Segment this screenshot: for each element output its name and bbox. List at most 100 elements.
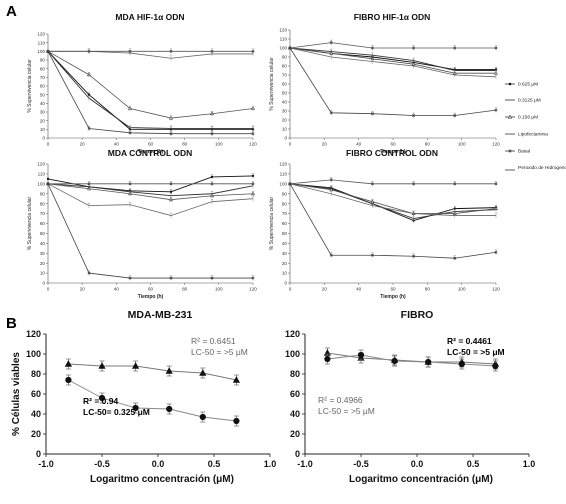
data-point bbox=[169, 115, 173, 120]
data-point bbox=[128, 191, 132, 196]
annotation-r2-upper: R² = 0.6451 bbox=[191, 336, 236, 346]
chart-title: MDA-MB-231 bbox=[128, 309, 193, 321]
series-line bbox=[47, 50, 254, 119]
data-point bbox=[494, 182, 498, 186]
x-tick-label: 100 bbox=[215, 142, 223, 147]
annotation-r2-upper: R² = 0.4461 bbox=[447, 336, 492, 346]
data-point bbox=[87, 186, 91, 191]
x-tick-label: 20 bbox=[80, 142, 86, 147]
data-point bbox=[288, 46, 292, 50]
y-axis-label: % Supervivencia celular bbox=[269, 196, 275, 250]
data-point bbox=[251, 132, 255, 136]
x-tick-label: 20 bbox=[80, 287, 86, 292]
data-point bbox=[453, 182, 456, 186]
fit-curve bbox=[68, 379, 237, 422]
legend-label: 0.3125 μM bbox=[518, 98, 541, 104]
data-point bbox=[87, 50, 91, 53]
x-axis-label: Logaritmo concentración (μM) bbox=[349, 474, 493, 485]
series-line bbox=[47, 183, 254, 201]
data-point bbox=[128, 182, 132, 186]
data-point bbox=[412, 182, 415, 186]
y-tick-label: 110 bbox=[38, 172, 46, 177]
y-tick-label: 0 bbox=[42, 136, 45, 141]
x-axis-label: Logaritmo concentración (μM) bbox=[90, 474, 234, 485]
y-tick-label: 100 bbox=[279, 181, 287, 186]
x-tick-label: 100 bbox=[215, 287, 223, 292]
panel-label-a: A bbox=[6, 3, 17, 20]
x-tick-label: 60 bbox=[148, 287, 154, 292]
y-tick-label: 120 bbox=[37, 162, 45, 167]
x-tick-label: 1.0 bbox=[264, 459, 277, 469]
y-tick-label: 30 bbox=[40, 110, 46, 115]
series-line bbox=[289, 183, 497, 214]
y-tick-label: 70 bbox=[40, 75, 46, 80]
data-point bbox=[330, 41, 333, 44]
x-tick-label: 0 bbox=[289, 287, 292, 292]
x-tick-label: 40 bbox=[114, 142, 120, 147]
y-tick-label: 110 bbox=[280, 37, 288, 42]
data-point bbox=[169, 276, 173, 280]
x-axis-label: Tiempo (h) bbox=[138, 294, 164, 300]
y-tick-label: 40 bbox=[282, 100, 288, 105]
data-point bbox=[46, 49, 50, 53]
x-tick-label: 0.5 bbox=[208, 459, 221, 469]
legend-label: 0.156 μM bbox=[518, 115, 538, 121]
y-tick-label: 90 bbox=[282, 191, 288, 196]
data-point bbox=[210, 276, 214, 280]
x-tick-label: 120 bbox=[492, 142, 500, 147]
y-tick-label: 50 bbox=[282, 91, 288, 96]
chart-fibro-hif: FIBRO HIF-1α ODN 0 10 20 30 40 50 60 70 80 90 100 11… bbox=[269, 12, 500, 155]
y-tick-label: 80 bbox=[290, 369, 300, 379]
series-line bbox=[47, 183, 254, 216]
chart-title: FIBRO HIF-1α ODN bbox=[354, 12, 431, 22]
data-point bbox=[371, 46, 374, 50]
data-point bbox=[494, 206, 498, 211]
x-tick-label: 80 bbox=[425, 142, 431, 147]
data-point bbox=[165, 367, 173, 374]
y-tick-label: 20 bbox=[40, 118, 46, 123]
series-line bbox=[289, 42, 496, 49]
y-tick-label: 120 bbox=[37, 32, 45, 37]
series-line bbox=[289, 47, 496, 71]
chart-title: MDA HIF-1α ODN bbox=[115, 12, 184, 22]
x-tick-label: 60 bbox=[390, 142, 396, 147]
x-axis-label: Tiempo (h) bbox=[380, 149, 406, 155]
y-tick-label: 70 bbox=[282, 211, 288, 216]
data-point bbox=[425, 358, 432, 366]
y-tick-label: 110 bbox=[280, 172, 288, 177]
y-tick-label: 80 bbox=[282, 64, 288, 69]
y-tick-label: 80 bbox=[40, 201, 46, 206]
y-tick-label: 100 bbox=[285, 349, 300, 359]
x-tick-label: 40 bbox=[114, 287, 120, 292]
legend-marker bbox=[508, 149, 512, 153]
chart-mda-hif: MDA HIF-1α ODN 0 10 20 30 40 50 60 70 80 90 100 110 1… bbox=[27, 12, 257, 155]
data-point bbox=[329, 111, 333, 115]
x-tick-label: -0.5 bbox=[94, 459, 110, 469]
data-point bbox=[87, 271, 91, 275]
data-point bbox=[232, 376, 240, 383]
data-point bbox=[453, 256, 457, 260]
chart-fibro-control: FIBRO CONTROL ODN 0 10 20 30 40 50 60 70 80 90 100 1… bbox=[269, 148, 500, 300]
data-point bbox=[370, 253, 374, 257]
y-tick-label: 40 bbox=[31, 409, 41, 419]
data-point bbox=[199, 369, 207, 376]
chart-title: FIBRO bbox=[401, 309, 434, 321]
x-tick-label: 1.0 bbox=[523, 459, 536, 469]
chart-mda-mb-231: MDA-MB-231 0 20 40 60 80 100 120 -1.0 -0.5 0.0 0.5 1… bbox=[11, 309, 276, 485]
y-tick-label: 10 bbox=[282, 271, 288, 276]
data-point bbox=[324, 355, 331, 363]
y-tick-label: 90 bbox=[40, 191, 46, 196]
annotation-lc50-upper: LC-50 = >5 μM bbox=[447, 347, 505, 357]
data-point bbox=[64, 360, 72, 367]
data-point bbox=[169, 50, 173, 53]
x-tick-label: 40 bbox=[356, 287, 362, 292]
data-point bbox=[453, 46, 456, 50]
y-tick-label: 100 bbox=[37, 181, 45, 186]
y-tick-label: 20 bbox=[282, 118, 288, 123]
x-tick-label: 0.5 bbox=[467, 459, 480, 469]
series-line bbox=[289, 183, 497, 259]
data-point bbox=[458, 360, 465, 368]
data-point bbox=[210, 193, 214, 198]
chart-title: FIBRO CONTROL ODN bbox=[346, 148, 438, 158]
legend-label: 0.625 μM bbox=[518, 82, 538, 88]
